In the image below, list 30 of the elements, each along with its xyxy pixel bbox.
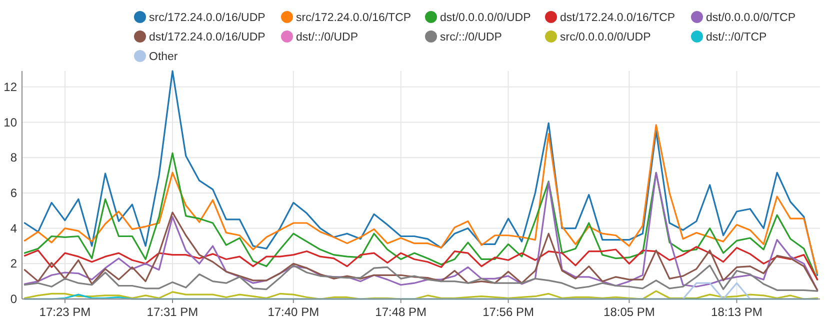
legend-label: dst/172.24.0.0/16/UDP bbox=[149, 32, 266, 44]
line-series bbox=[24, 246, 818, 280]
y-tick-label: 6 bbox=[10, 186, 18, 200]
x-tick-label: 18:05 PM bbox=[604, 305, 655, 319]
line-series bbox=[24, 124, 818, 274]
y-tick-label: 12 bbox=[4, 80, 18, 94]
x-tick-label: 17:48 PM bbox=[375, 305, 427, 319]
y-tick-label: 0 bbox=[10, 292, 18, 306]
line-series bbox=[24, 172, 818, 291]
legend-label: src/::/0/UDP bbox=[440, 32, 502, 44]
x-tick-label: 17:40 PM bbox=[268, 305, 320, 319]
x-tick-label: 17:23 PM bbox=[39, 305, 91, 319]
x-tick-label: 17:56 PM bbox=[482, 305, 534, 319]
y-tick-label: 4 bbox=[10, 221, 18, 236]
y-tick-label: 8 bbox=[10, 150, 18, 165]
legend-label: src/172.24.0.0/16/TCP bbox=[296, 12, 412, 24]
legend-label: dst/::/0/UDP bbox=[296, 32, 358, 44]
x-tick-label: 18:13 PM bbox=[711, 305, 762, 319]
legend-label: dst/0.0.0.0/0/TCP bbox=[706, 12, 796, 24]
x-tick-label: 17:31 PM bbox=[146, 305, 198, 319]
legend-label: dst/172.24.0.0/16/TCP bbox=[560, 12, 676, 24]
line-series bbox=[24, 70, 818, 276]
legend-label: Other bbox=[149, 51, 178, 63]
line-series bbox=[24, 212, 818, 291]
legend-label: src/172.24.0.0/16/UDP bbox=[149, 12, 266, 24]
legend-label: dst/::/0/TCP bbox=[706, 32, 768, 44]
y-tick-label: 10 bbox=[4, 115, 18, 130]
y-tick-label: 2 bbox=[10, 256, 18, 271]
legend-label: src/0.0.0.0/0/UDP bbox=[560, 32, 652, 44]
legend-label: dst/0.0.0.0/0/UDP bbox=[440, 12, 532, 24]
